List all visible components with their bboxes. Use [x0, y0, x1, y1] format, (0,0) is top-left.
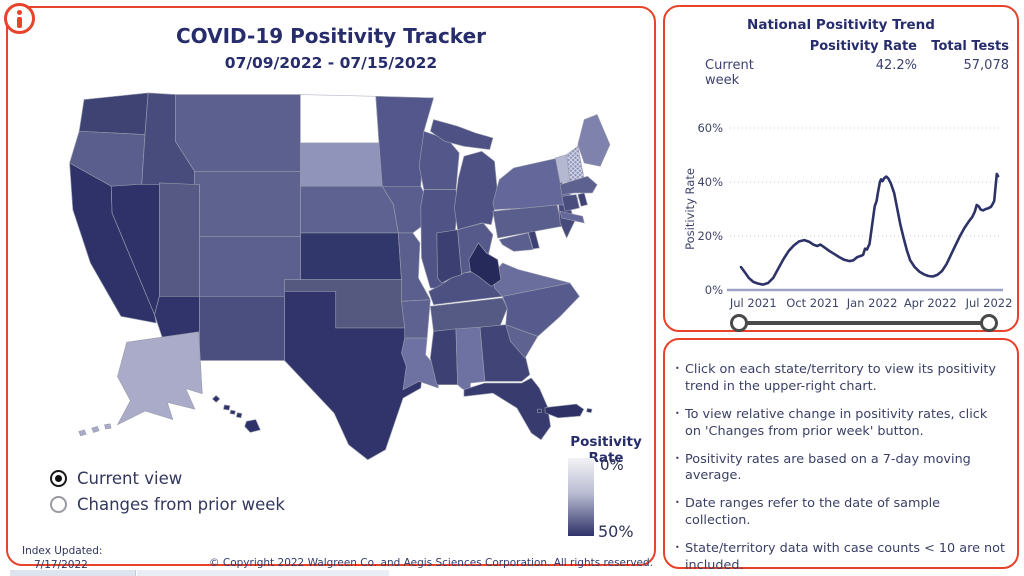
state-hi[interactable] — [235, 412, 243, 419]
state-mt[interactable] — [175, 94, 301, 172]
state-ri[interactable] — [577, 192, 588, 207]
state-ak[interactable] — [116, 331, 203, 426]
x-tick-label: Jan 2022 — [846, 296, 898, 310]
state-va[interactable] — [492, 262, 570, 297]
table-corner-cell — [677, 39, 792, 58]
y-tick-label: 0% — [705, 283, 723, 297]
radio-label: Current view — [77, 469, 183, 488]
map-panel: COVID-19 Positivity Tracker 07/09/2022 -… — [6, 6, 656, 571]
state-ma[interactable] — [559, 175, 598, 195]
positivity-trend-chart: 0% 20% 40% 60% Positivity Rate Jul 2021 Oct 20… — [683, 121, 1013, 310]
state-wa[interactable] — [78, 92, 149, 135]
column-header-positivity-rate: Positivity Rate — [809, 39, 917, 54]
index-updated-date: 7/17/2022 — [34, 559, 88, 571]
state-hi[interactable] — [223, 404, 231, 411]
legend-min-label: 50% — [598, 522, 634, 541]
state-ct[interactable] — [561, 194, 580, 212]
state-nc[interactable] — [502, 282, 580, 337]
view-toggle-group: Current view Changes from prior week — [50, 469, 285, 521]
state-nm[interactable] — [199, 296, 285, 361]
x-tick-label: Oct 2021 — [786, 296, 839, 310]
state-wy[interactable] — [194, 171, 301, 237]
note-item-5: State/territory data with case counts < … — [675, 541, 1007, 575]
legend-title: Positivity Rate — [570, 434, 642, 466]
state-ne[interactable] — [300, 185, 399, 234]
y-axis-title: Positivity Rate — [683, 168, 697, 250]
state-ny[interactable] — [559, 210, 585, 224]
state-ak[interactable] — [91, 426, 100, 433]
state-mo[interactable] — [397, 232, 431, 302]
y-tick-label: 20% — [697, 229, 723, 243]
note-item-2: To view relative change in positivity ra… — [675, 407, 1007, 441]
y-tick-label: 60% — [697, 121, 723, 135]
state-ia[interactable] — [381, 185, 428, 234]
slider-handle-end[interactable] — [980, 314, 998, 332]
state-ut[interactable] — [159, 182, 200, 297]
legend-gradient-bar — [568, 458, 594, 536]
x-tick-label: Jul 2021 — [729, 296, 777, 310]
map-legend: Positivity Rate 0% 50% — [556, 434, 656, 541]
state-mi[interactable] — [429, 119, 494, 150]
state-hi[interactable] — [244, 419, 261, 433]
state-tx[interactable] — [284, 290, 425, 461]
cell-total-tests: 57,078 — [963, 58, 1010, 73]
trend-summary-table: Positivity Rate Total Tests Current week… — [677, 39, 1009, 88]
legend-max-label: 0% — [600, 456, 624, 474]
column-header-total-tests: Total Tests — [931, 39, 1009, 54]
page-title: COVID-19 Positivity Tracker — [175, 24, 486, 48]
view-option-current-view[interactable]: Current view — [50, 469, 285, 488]
state-wv[interactable] — [468, 242, 502, 287]
state-ak[interactable] — [104, 423, 112, 430]
slider-track[interactable] — [739, 321, 989, 325]
state-me[interactable] — [577, 114, 611, 167]
state-tn[interactable] — [429, 297, 508, 332]
date-range-subtitle: 07/09/2022 - 07/15/2022 — [224, 54, 438, 72]
state-hi[interactable] — [211, 395, 221, 403]
note-item-3: Positivity rates are based on a 7-day mo… — [675, 452, 1007, 486]
radio-label: Changes from prior week — [77, 495, 285, 514]
state-sd[interactable] — [300, 142, 383, 187]
state-mi[interactable] — [454, 150, 499, 231]
trend-line — [739, 172, 1000, 286]
national-trend-panel: National Positivity Trend Positivity Rat… — [663, 5, 1019, 332]
state-nd[interactable] — [300, 94, 380, 144]
state-hi[interactable] — [229, 409, 236, 415]
trend-panel-title: National Positivity Trend — [747, 17, 935, 33]
state-ks[interactable] — [300, 232, 402, 280]
y-tick-label: 40% — [697, 175, 723, 189]
info-icon-stem — [17, 17, 22, 28]
state-pr[interactable] — [586, 408, 593, 414]
row-label-current-week: Current week — [705, 58, 754, 88]
instructions-panel: Click on each state/territory to view it… — [663, 338, 1019, 573]
copyright-text: © Copyright 2022 Walgreen Co. and Aegis … — [209, 557, 653, 569]
index-updated-label: Index Updated: — [22, 545, 103, 557]
date-range-slider[interactable] — [730, 313, 998, 333]
state-fl[interactable] — [463, 377, 551, 441]
state-ar[interactable] — [401, 299, 431, 339]
state-la[interactable] — [401, 337, 439, 391]
info-icon[interactable] — [4, 3, 35, 34]
instructions-list: Click on each state/territory to view it… — [675, 362, 1007, 575]
state-in[interactable] — [436, 229, 462, 284]
cell-positivity-rate: 42.2% — [875, 58, 917, 73]
view-option-changes-from-prior-week[interactable]: Changes from prior week — [50, 495, 285, 514]
state-pr[interactable] — [537, 408, 542, 413]
state-md[interactable] — [498, 232, 534, 252]
x-tick-label: Jul 2022 — [965, 296, 1013, 310]
state-ak[interactable] — [78, 429, 87, 437]
slider-handle-start[interactable] — [730, 314, 748, 332]
sheet-tab-2[interactable] — [137, 570, 389, 576]
sheet-tab-1[interactable] — [10, 570, 136, 576]
us-choropleth-map — [69, 92, 611, 461]
radio-unselected-icon[interactable] — [50, 496, 67, 513]
note-item-4: Date ranges refer to the date of sample … — [675, 496, 1007, 530]
state-ms[interactable] — [430, 328, 458, 386]
state-pr[interactable] — [544, 403, 585, 419]
note-item-1: Click on each state/territory to view it… — [675, 362, 1007, 396]
radio-selected-icon[interactable] — [50, 470, 67, 487]
info-icon-dot — [17, 10, 22, 15]
x-tick-label: Apr 2022 — [904, 296, 957, 310]
